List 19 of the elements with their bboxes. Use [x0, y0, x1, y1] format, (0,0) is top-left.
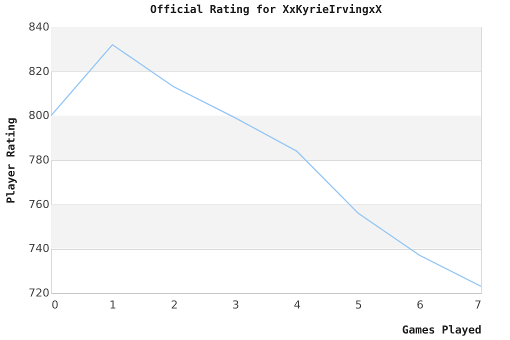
x-tick-label: 1	[109, 298, 116, 312]
y-tick-label: 780	[28, 154, 50, 166]
x-tick-label: 5	[355, 298, 362, 312]
y-tick-label: 840	[28, 20, 50, 34]
y-tick-label: 760	[28, 198, 50, 211]
y-tick-label: 720	[28, 286, 50, 300]
x-axis-title: Games Played	[402, 324, 482, 336]
y-tick-label: 740	[28, 242, 50, 256]
line-series	[50, 44, 482, 287]
y-tick-label: 800	[28, 109, 50, 122]
x-tick-label: 3	[232, 298, 240, 312]
chart-title: Official Rating for XxKyrieIrvingxX	[150, 3, 382, 16]
y-axis-title: Player Rating	[4, 117, 18, 204]
x-tick-label: 7	[474, 298, 482, 312]
x-tick-label: 4	[294, 298, 301, 312]
x-tick-label: 6	[416, 298, 424, 312]
x-tick-label: 2	[170, 298, 178, 312]
x-tick-label: 0	[52, 298, 58, 312]
y-tick-label: 820	[28, 64, 50, 78]
